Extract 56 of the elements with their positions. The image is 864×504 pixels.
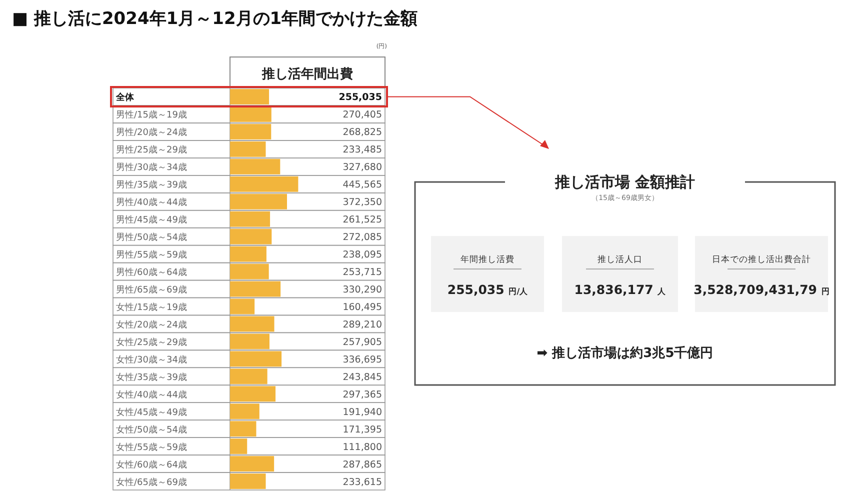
- y-tick-label: 女性/20歳～24歳: [116, 319, 187, 330]
- y-tick-label: 女性/35歳～39歳: [116, 372, 187, 383]
- text: ➡ 推し活市場は約3兆5千億円: [536, 345, 714, 361]
- text: 255,035 円/人: [447, 282, 529, 297]
- y-tick-label: 女性/30歳～34歳: [116, 354, 187, 366]
- y-tick-label: 男性/15歳～19歳: [116, 110, 187, 121]
- data-label: 253,715: [342, 267, 382, 278]
- data-label: 160,495: [342, 302, 382, 313]
- y-tick-label: 男性/30歳～34歳: [116, 162, 187, 174]
- data-label: 171,395: [342, 424, 382, 436]
- y-tick-label: 全体: [115, 92, 135, 104]
- data-label: 111,800: [342, 442, 382, 453]
- y-tick-label: 男性/65歳～69歳: [116, 284, 187, 296]
- y-tick-label: 女性/15歳～19歳: [116, 302, 187, 313]
- data-label: 261,525: [342, 214, 382, 226]
- y-tick-label: 女性/65歳～69歳: [116, 476, 187, 488]
- data-label: 233,485: [342, 144, 382, 156]
- y-tick-label: 男性/20歳～24歳: [116, 127, 187, 138]
- y-tick-label: 男性/40歳～44歳: [116, 197, 187, 208]
- data-label: 289,210: [342, 319, 382, 330]
- data-label: 257,905: [342, 336, 382, 348]
- data-label: 330,290: [342, 284, 382, 296]
- y-tick-label: 男性/60歳～64歳: [116, 267, 187, 278]
- text: 13,836,177 人: [574, 282, 667, 297]
- data-label: 287,865: [342, 459, 382, 470]
- data-label: 238,095: [342, 250, 382, 261]
- data-label: 191,940: [342, 406, 382, 418]
- text: 日本での推し活出費合計: [712, 254, 811, 265]
- y-tick-label: 男性/25歳～29歳: [116, 144, 187, 156]
- y-tick-label: 女性/50歳～54歳: [116, 424, 187, 436]
- data-label: 297,365: [342, 389, 382, 400]
- data-label: 445,565: [342, 180, 382, 191]
- y-tick-label: 男性/55歳～59歳: [116, 250, 187, 261]
- data-label: 233,615: [342, 476, 382, 488]
- y-tick-label: 女性/45歳～49歳: [116, 406, 187, 418]
- y-tick-label: 女性/40歳～44歳: [116, 389, 187, 400]
- data-label: 243,845: [342, 372, 382, 383]
- data-label: 327,680: [342, 162, 382, 174]
- y-tick-label: 男性/35歳～39歳: [116, 180, 187, 191]
- y-tick-label: 女性/60歳～64歳: [116, 459, 187, 470]
- data-label: 270,405: [342, 110, 382, 121]
- y-tick-label: 女性/55歳～59歳: [116, 442, 187, 453]
- y-tick-label: 男性/50歳～54歳: [116, 232, 187, 244]
- y-tick-label: 女性/25歳～29歳: [116, 336, 187, 348]
- data-label: 255,035: [338, 92, 382, 104]
- text: 推し活市場 金額推計: [554, 173, 696, 191]
- data-label: 272,085: [342, 232, 382, 244]
- chart-title: ■ 推し活に2024年1月～12月の1年間でかけた金額: [12, 9, 418, 29]
- x-axis-title: 推し活年間出費: [261, 67, 353, 82]
- text: 推し活人口: [598, 254, 642, 265]
- text: 年間推し活費: [460, 254, 514, 265]
- data-label: 372,350: [342, 197, 382, 208]
- text: 3,528,709,431,79 円: [694, 282, 830, 297]
- data-label: 336,695: [342, 354, 382, 366]
- data-label: 268,825: [342, 127, 382, 138]
- y-tick-label: 男性/45歳～49歳: [116, 214, 187, 226]
